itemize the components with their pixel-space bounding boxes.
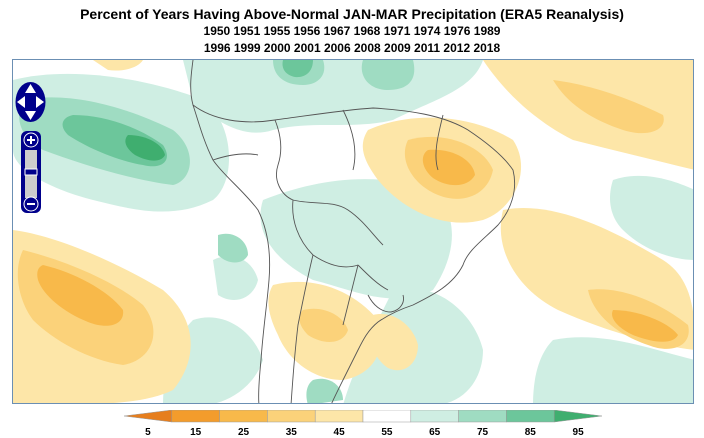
colorbar-segment <box>362 410 412 423</box>
zoom-out-icon <box>27 203 35 205</box>
map-title: Percent of Years Having Above-Normal JAN… <box>80 6 624 22</box>
colorbar-tick-label: 95 <box>573 427 585 438</box>
colorbar-segment <box>267 410 316 423</box>
colorbar-tick-label: 35 <box>286 427 298 438</box>
map-panel[interactable] <box>12 59 694 404</box>
zoom-control[interactable] <box>21 131 41 213</box>
colorbar-tick-label: 75 <box>477 427 489 438</box>
pan-left-icon[interactable] <box>17 96 25 108</box>
colorbar-segment <box>171 410 220 423</box>
colorbar-segment <box>123 410 173 423</box>
precipitation-map[interactable] <box>13 60 694 404</box>
colorbar-segment <box>314 410 364 423</box>
zoom-in-icon-vertical <box>30 136 32 144</box>
colorbar-legend: 5 15 25 35 45 55 65 75 85 95 <box>123 410 603 438</box>
colorbar-tick-label: 45 <box>334 427 346 438</box>
pan-up-icon[interactable] <box>25 84 36 93</box>
wet-peak-region <box>125 135 165 161</box>
colorbar-tick-label: 55 <box>381 427 393 438</box>
colorbar-segment <box>410 410 459 423</box>
colorbar-segment <box>219 410 268 423</box>
country-borders <box>190 60 516 403</box>
pan-control-base <box>15 82 46 122</box>
years-list-line-2: 1996 1999 2000 2001 2006 2008 2009 2011 … <box>203 41 501 55</box>
pan-control[interactable] <box>14 80 47 124</box>
pan-down-icon[interactable] <box>25 111 36 120</box>
colorbar-tick-label: 65 <box>429 427 441 438</box>
years-list-line-1: 1950 1951 1955 1956 1967 1968 1971 1974 … <box>203 24 501 38</box>
colorbar-tick-label: 5 <box>145 427 151 438</box>
pan-right-icon[interactable] <box>36 96 44 108</box>
colorbar-tick-label: 25 <box>238 427 250 438</box>
colorbar-segment <box>458 410 507 423</box>
zoom-slider-handle[interactable] <box>24 168 38 176</box>
colorbar-tick-label: 85 <box>525 427 537 438</box>
colorbar-segment <box>506 410 555 423</box>
colorbar-tick-label: 15 <box>190 427 202 438</box>
colorbar-segment <box>553 410 603 423</box>
